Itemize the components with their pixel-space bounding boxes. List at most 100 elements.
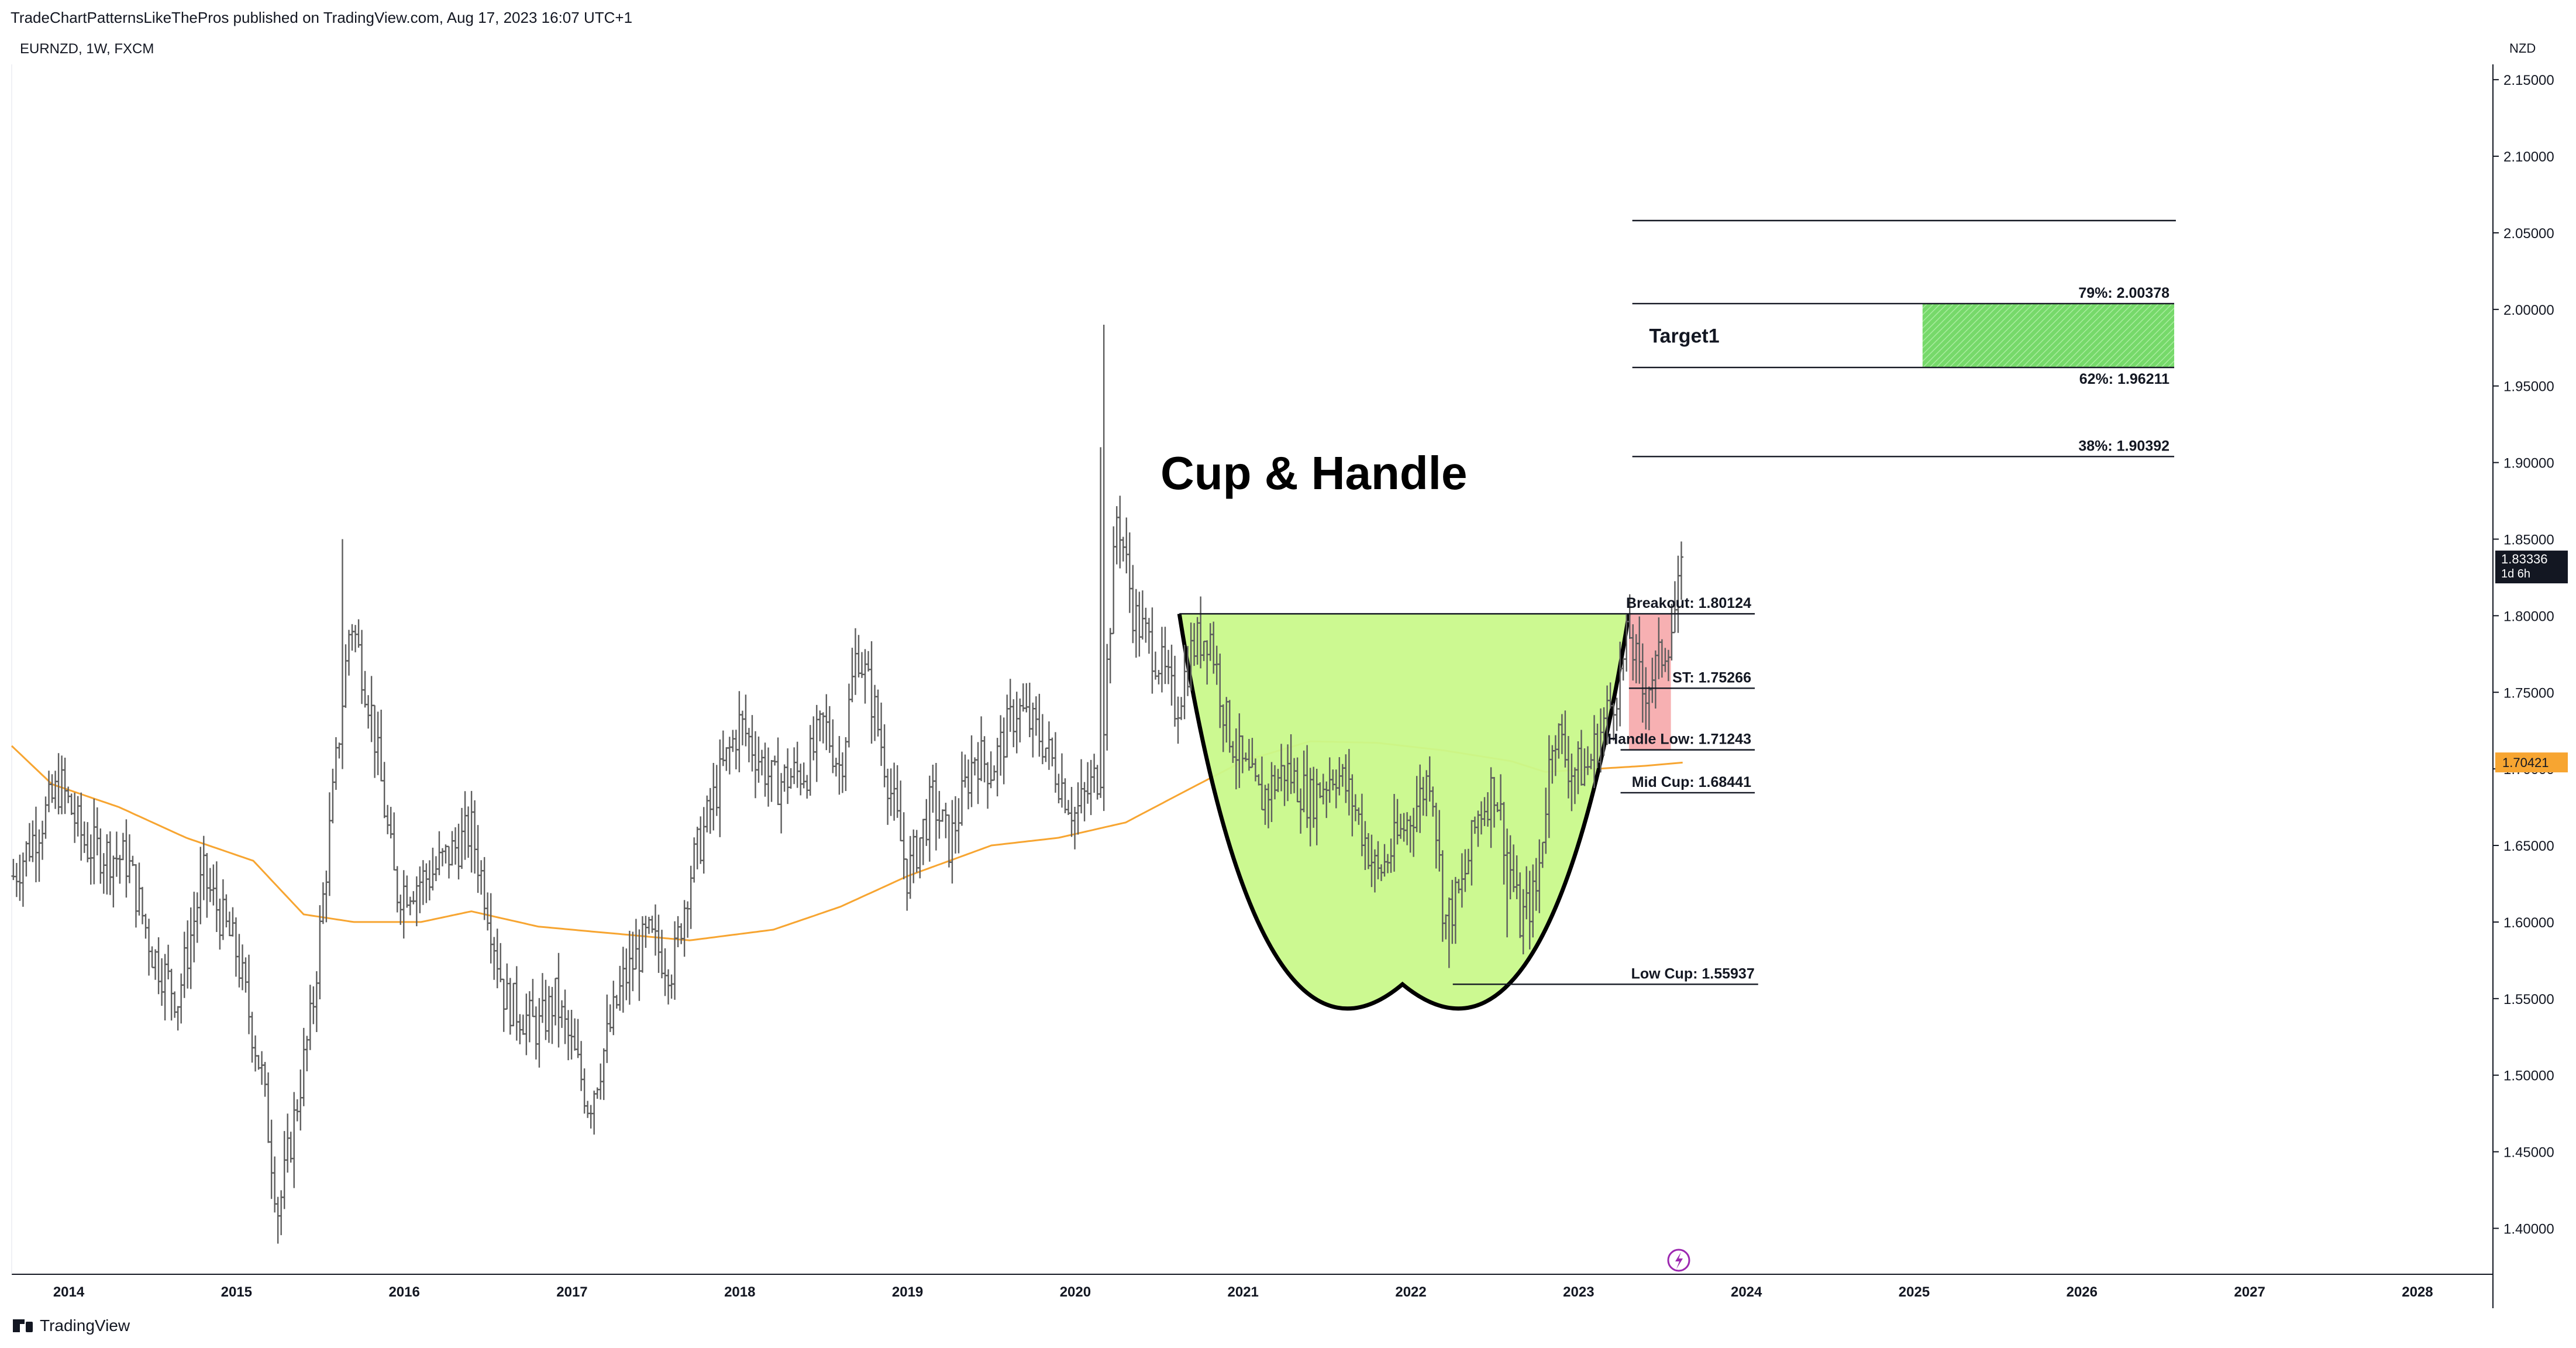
price-bar [1159,627,1164,693]
price-bar [33,806,38,882]
price-bar [1005,694,1010,758]
price-bar [243,957,248,993]
price-bar [469,790,474,873]
price-bar [392,812,397,871]
y-tick-label: 2.10000 [2503,149,2554,165]
price-bar [124,819,129,898]
price-bar [1050,737,1055,766]
x-tick-label: 2027 [2234,1284,2265,1300]
y-tick-label: 1.60000 [2503,915,2554,931]
price-bar [192,892,197,962]
y-tick-label: 2.05000 [2503,226,2554,242]
price-bar [401,870,406,939]
price-bar [437,831,442,875]
price-bar [408,896,412,916]
level-label: Handle Low: 1.71243 [1607,731,1751,748]
price-bar [914,830,919,873]
price-bar [1001,717,1006,785]
x-tick-label: 2025 [1899,1284,1930,1300]
price-bar [473,800,477,874]
price-bar [366,695,371,729]
price-bar [679,923,684,944]
price-bar [773,755,777,766]
price-bar [869,641,874,744]
price-bar [1144,607,1148,643]
x-tick-label: 2022 [1395,1284,1426,1300]
price-bar [140,886,144,924]
price-bar [382,762,387,819]
price-bar [108,831,112,895]
price-bar [886,768,890,825]
price-bar [750,715,755,772]
currency-label[interactable]: NZD [2509,41,2536,56]
price-bar [989,751,993,789]
price-bar [1034,696,1038,736]
handle-zone [1628,614,1671,750]
price-bar [143,913,148,939]
price-bar [1076,782,1080,835]
price-bar [443,844,448,864]
price-bar [831,719,835,773]
price-bar [931,764,935,813]
y-tick-label: 1.90000 [2503,456,2554,472]
price-bar [940,809,945,822]
price-bar [418,866,422,913]
price-bar [79,792,84,861]
price-bar [533,1006,538,1060]
price-bar [431,847,435,890]
price-bar [337,742,342,759]
price-bar [840,752,845,793]
price-bar [120,833,125,861]
price-bar [1131,565,1135,644]
price-bar [637,929,642,1001]
cup-fill [1179,614,1629,1009]
price-bar [1037,693,1042,757]
symbol-info[interactable]: EURNZD, 1W, FXCM [20,41,154,57]
price-bar [233,917,238,977]
price-bar [873,685,877,741]
price-bar [979,716,984,782]
price-bar [247,954,252,1034]
price-bar [976,742,980,804]
price-bar [753,731,757,799]
price-bar [969,735,974,807]
price-bar [405,875,409,908]
price-bar [485,892,490,931]
price-bar [356,619,361,648]
price-bar [511,982,516,1027]
price-bar [663,948,667,996]
price-bar [311,986,316,1024]
price-bar [330,768,335,824]
price-bar [179,973,184,1024]
price-bar [843,737,848,791]
price-bar [1121,537,1125,562]
price-bar [895,765,900,818]
price-bar [650,916,655,933]
price-bar [369,676,374,742]
price-bar [53,771,58,809]
price-bar [966,759,971,810]
price-bar [537,998,542,1068]
price-bar [653,904,657,956]
current-price-value: 1.83336 [2501,552,2548,566]
price-bar [237,934,242,988]
price-bar [892,762,897,821]
price-bar [1614,697,1619,731]
price-bar [556,952,561,1048]
price-bar [853,628,857,695]
price-bar [618,965,622,1011]
price-bar [901,812,906,879]
price-bar [166,944,171,979]
price-bar [708,788,712,834]
y-tick-label: 1.45000 [2503,1145,2554,1161]
price-bar [450,831,454,866]
price-bar [221,879,225,940]
x-tick-label: 2018 [724,1284,755,1300]
price-bar [611,981,616,1036]
price-bar [569,1010,574,1060]
price-bar [927,775,932,862]
price-bar [737,691,742,772]
x-tick-label: 2023 [1563,1284,1594,1300]
price-bar [956,798,961,854]
